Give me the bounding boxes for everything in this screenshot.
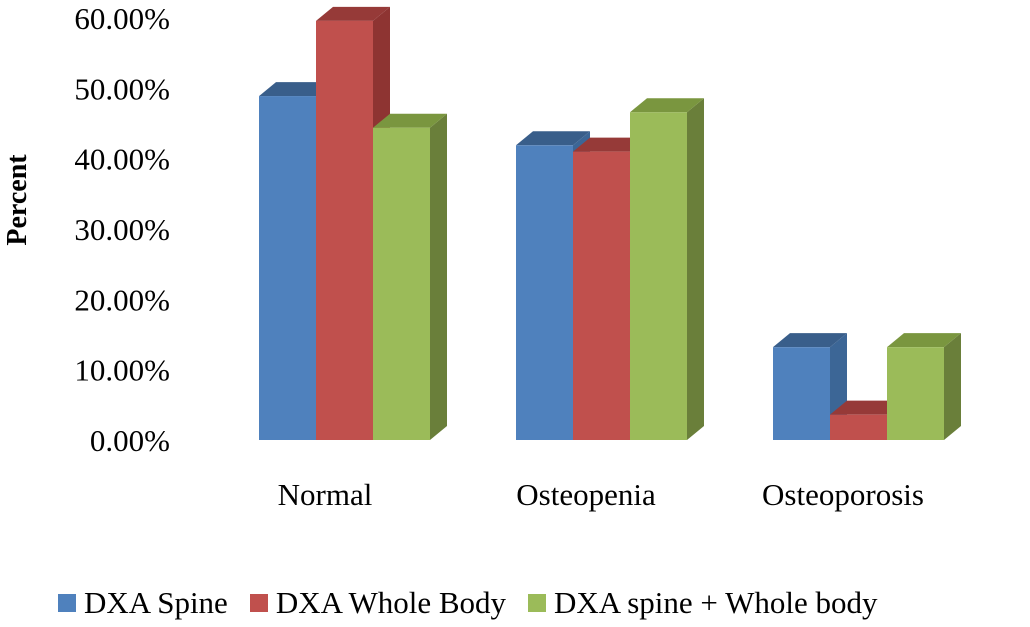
bar-side xyxy=(430,113,447,440)
bar-front xyxy=(573,151,630,440)
bar-front xyxy=(259,96,316,440)
bar-normal-dxa-spine-whole-body xyxy=(373,113,447,440)
bar-osteopenia-dxa-spine-whole-body xyxy=(630,98,704,440)
y-axis-ticks: 0.00% 10.00% 20.00% 30.00% 40.00% 50.00% 60.00… xyxy=(74,1,170,458)
bar-front xyxy=(773,347,830,440)
legend: DXA Spine DXA Whole Body DXA spine + Who… xyxy=(58,583,877,623)
bar-front xyxy=(630,112,687,440)
bar-side xyxy=(944,333,961,440)
bar-top xyxy=(259,82,333,97)
legend-label: DXA spine + Whole body xyxy=(554,585,878,620)
y-tick-label: 0.00% xyxy=(90,423,170,458)
bar-top xyxy=(773,333,847,348)
bar-top xyxy=(516,131,590,146)
bar-top xyxy=(573,137,647,152)
legend-swatch xyxy=(249,594,268,612)
y-tick-label: 30.00% xyxy=(74,212,170,247)
bar-front xyxy=(887,347,944,440)
y-tick-label: 10.00% xyxy=(74,353,170,388)
bar-front xyxy=(830,414,887,440)
bar-front xyxy=(316,20,373,441)
bar-top xyxy=(373,113,447,128)
y-tick-label: 40.00% xyxy=(74,142,170,177)
y-axis-label: Percent xyxy=(2,154,33,246)
bar-front xyxy=(373,127,430,440)
bar-top xyxy=(316,6,390,21)
bar-top xyxy=(830,400,904,415)
bars-group xyxy=(259,6,961,441)
bar-osteoporosis-dxa-whole-body xyxy=(830,400,904,440)
legend-swatch xyxy=(528,594,547,612)
bar-top xyxy=(887,333,961,348)
bar-front xyxy=(516,145,573,440)
legend-item-dxa-whole-body: DXA Whole Body xyxy=(249,585,507,621)
legend-item-dxa-spine-whole-body: DXA spine + Whole body xyxy=(528,585,877,621)
bar-side xyxy=(687,98,704,440)
chart-canvas: 0.00% 10.00% 20.00% 30.00% 40.00% 50.00% 60.00… xyxy=(2,1,961,512)
legend-swatch xyxy=(58,594,76,612)
y-tick-label: 60.00% xyxy=(74,1,170,36)
y-tick-label: 20.00% xyxy=(74,282,170,317)
bar-osteoporosis-dxa-spine-whole-body xyxy=(887,333,961,440)
x-tick-label-normal: Normal xyxy=(278,477,373,512)
y-tick-label: 50.00% xyxy=(74,71,170,106)
x-axis-categories: Normal Osteopenia Osteoporosis xyxy=(278,477,924,512)
legend-item-dxa-spine: DXA Spine xyxy=(58,585,228,621)
x-tick-label-osteopenia: Osteopenia xyxy=(516,477,656,512)
bar-top xyxy=(630,98,704,113)
legend-label: DXA Spine xyxy=(84,585,228,620)
x-tick-label-osteoporosis: Osteoporosis xyxy=(762,477,924,512)
legend-label: DXA Whole Body xyxy=(275,585,507,620)
